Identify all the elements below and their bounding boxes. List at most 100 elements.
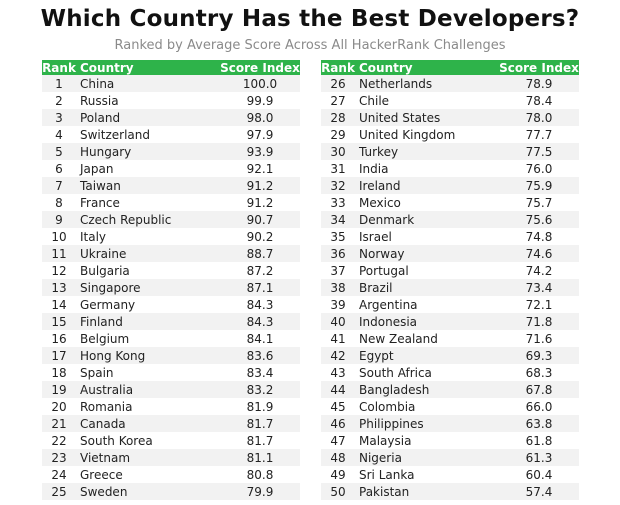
score-cell: 98.0 [220, 109, 300, 126]
table-row: 27 Chile 78.4 [321, 92, 579, 109]
score-cell: 88.7 [220, 245, 300, 262]
country-cell: Argentina [355, 296, 499, 313]
score-cell: 78.4 [499, 92, 579, 109]
rank-cell: 43 [321, 364, 355, 381]
rank-cell: 17 [42, 347, 76, 364]
score-cell: 84.3 [220, 296, 300, 313]
table-row: 26 Netherlands 78.9 [321, 75, 579, 92]
rank-cell: 25 [42, 483, 76, 500]
score-cell: 74.2 [499, 262, 579, 279]
score-cell: 60.4 [499, 466, 579, 483]
country-cell: Hungary [76, 143, 220, 160]
rank-cell: 19 [42, 381, 76, 398]
table-row: 11 Ukraine 88.7 [42, 245, 300, 262]
country-cell: Poland [76, 109, 220, 126]
score-cell: 78.9 [499, 75, 579, 92]
score-cell: 80.8 [220, 466, 300, 483]
table-row: 15 Finland 84.3 [42, 313, 300, 330]
country-cell: Taiwan [76, 177, 220, 194]
score-cell: 63.8 [499, 415, 579, 432]
rank-cell: 45 [321, 398, 355, 415]
rank-cell: 48 [321, 449, 355, 466]
table-row: 34 Denmark 75.6 [321, 211, 579, 228]
rank-cell: 50 [321, 483, 355, 500]
score-cell: 67.8 [499, 381, 579, 398]
country-cell: Belgium [76, 330, 220, 347]
score-header: Score Index [499, 60, 579, 75]
country-cell: Indonesia [355, 313, 499, 330]
rank-cell: 29 [321, 126, 355, 143]
rank-cell: 13 [42, 279, 76, 296]
score-cell: 78.0 [499, 109, 579, 126]
rank-cell: 4 [42, 126, 76, 143]
score-cell: 91.2 [220, 194, 300, 211]
country-cell: Bangladesh [355, 381, 499, 398]
rank-cell: 22 [42, 432, 76, 449]
rank-cell: 5 [42, 143, 76, 160]
table-row: 19 Australia 83.2 [42, 381, 300, 398]
table-row: 36 Norway 74.6 [321, 245, 579, 262]
score-cell: 69.3 [499, 347, 579, 364]
rank-cell: 27 [321, 92, 355, 109]
score-cell: 83.2 [220, 381, 300, 398]
country-cell: Finland [76, 313, 220, 330]
table-row: 24 Greece 80.8 [42, 466, 300, 483]
score-cell: 87.1 [220, 279, 300, 296]
score-cell: 81.7 [220, 415, 300, 432]
country-cell: United Kingdom [355, 126, 499, 143]
country-cell: Pakistan [355, 483, 499, 500]
rank-cell: 3 [42, 109, 76, 126]
score-cell: 91.2 [220, 177, 300, 194]
table-row: 2 Russia 99.9 [42, 92, 300, 109]
score-cell: 83.6 [220, 347, 300, 364]
country-cell: Vietnam [76, 449, 220, 466]
table-row: 38 Brazil 73.4 [321, 279, 579, 296]
page-subtitle: Ranked by Average Score Across All Hacke… [114, 38, 506, 53]
table-row: 5 Hungary 93.9 [42, 143, 300, 160]
rank-cell: 26 [321, 75, 355, 92]
score-cell: 68.3 [499, 364, 579, 381]
ranking-table-left: Rank Country Score Index 1 China 100.0 2 Rus… [42, 60, 300, 500]
table-row: 47 Malaysia 61.8 [321, 432, 579, 449]
country-cell: Ukraine [76, 245, 220, 262]
rank-cell: 46 [321, 415, 355, 432]
country-cell: Russia [76, 92, 220, 109]
score-cell: 79.9 [220, 483, 300, 500]
country-cell: Ireland [355, 177, 499, 194]
score-cell: 74.8 [499, 228, 579, 245]
table-row: 46 Philippines 63.8 [321, 415, 579, 432]
country-cell: India [355, 160, 499, 177]
table-row: 41 New Zealand 71.6 [321, 330, 579, 347]
country-cell: Spain [76, 364, 220, 381]
table-header-row: Rank Country Score Index [42, 60, 300, 75]
score-cell: 75.9 [499, 177, 579, 194]
country-header: Country [355, 60, 499, 75]
rank-cell: 15 [42, 313, 76, 330]
table-row: 45 Colombia 66.0 [321, 398, 579, 415]
rank-cell: 1 [42, 75, 76, 92]
country-cell: Malaysia [355, 432, 499, 449]
country-cell: Turkey [355, 143, 499, 160]
country-cell: South Africa [355, 364, 499, 381]
table-row: 37 Portugal 74.2 [321, 262, 579, 279]
rank-cell: 21 [42, 415, 76, 432]
score-cell: 92.1 [220, 160, 300, 177]
rank-cell: 24 [42, 466, 76, 483]
score-header: Score Index [220, 60, 300, 75]
score-cell: 76.0 [499, 160, 579, 177]
table-row: 48 Nigeria 61.3 [321, 449, 579, 466]
country-cell: Germany [76, 296, 220, 313]
country-cell: Italy [76, 228, 220, 245]
table-row: 4 Switzerland 97.9 [42, 126, 300, 143]
country-cell: Brazil [355, 279, 499, 296]
score-cell: 90.2 [220, 228, 300, 245]
country-cell: Hong Kong [76, 347, 220, 364]
table-row: 31 India 76.0 [321, 160, 579, 177]
rank-cell: 33 [321, 194, 355, 211]
rank-cell: 47 [321, 432, 355, 449]
score-cell: 57.4 [499, 483, 579, 500]
rank-cell: 31 [321, 160, 355, 177]
rank-cell: 35 [321, 228, 355, 245]
rank-cell: 36 [321, 245, 355, 262]
country-cell: Sri Lanka [355, 466, 499, 483]
